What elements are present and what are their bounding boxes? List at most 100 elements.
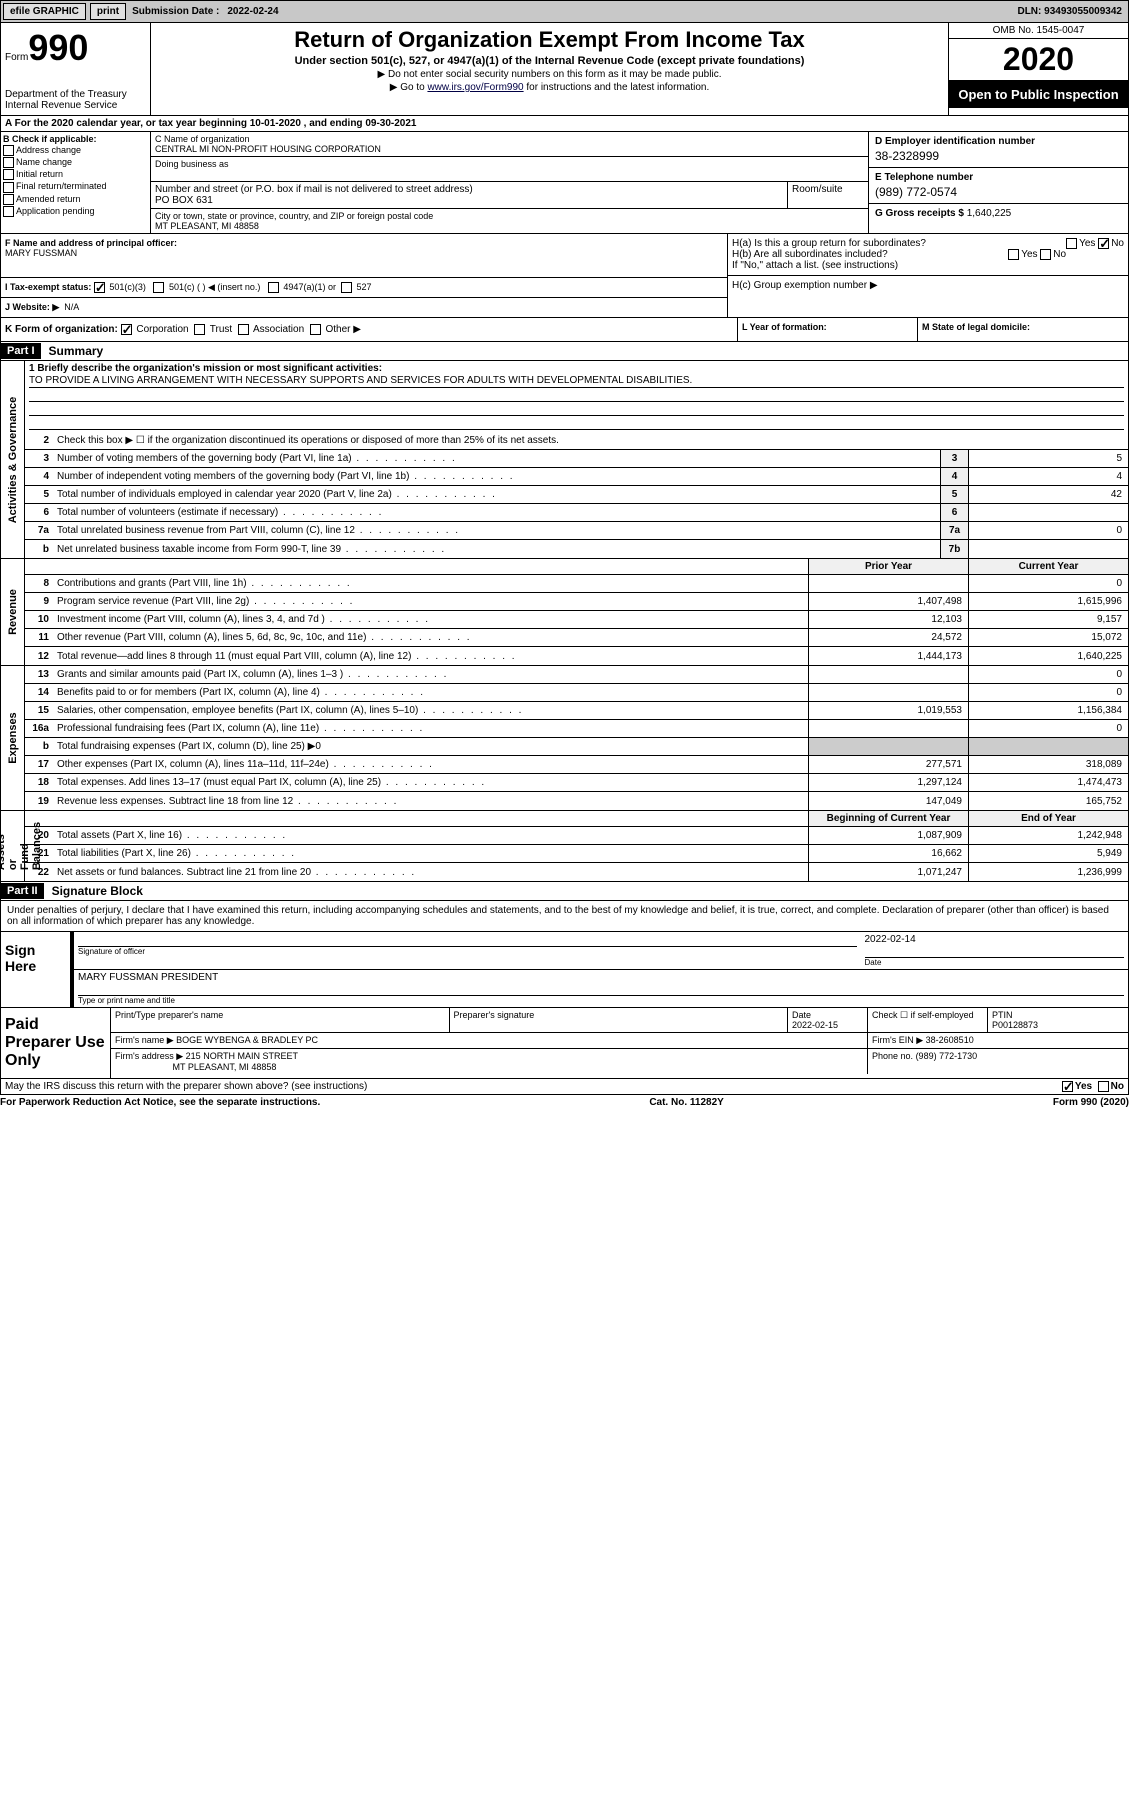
part-2-header-row: Part II Signature Block	[0, 882, 1129, 901]
hb-no[interactable]	[1040, 249, 1051, 260]
sign-here-label: Sign Here	[1, 932, 71, 1007]
side-label-expenses: Expenses	[7, 713, 19, 764]
note2-pre: ▶ Go to	[390, 82, 428, 93]
phone-label: E Telephone number	[875, 172, 973, 183]
tax-year: 2020	[949, 39, 1128, 81]
firm-phone-label: Phone no.	[872, 1051, 913, 1061]
year-formation: L Year of formation:	[738, 318, 918, 341]
opt-4947: 4947(a)(1) or	[283, 282, 336, 292]
principal-officer-block: F Name and address of principal officer:…	[0, 234, 1129, 318]
discuss-yes[interactable]	[1062, 1081, 1073, 1092]
side-label-governance: Activities & Governance	[7, 396, 19, 523]
h-b-note: If "No," attach a list. (see instruction…	[732, 260, 898, 271]
form-number: 990	[28, 27, 88, 68]
footer-catno: Cat. No. 11282Y	[649, 1097, 723, 1108]
check-amended-return[interactable]: Amended return	[3, 194, 148, 205]
firm-name: BOGE WYBENGA & BRADLEY PC	[176, 1035, 318, 1045]
col-prior-year: Prior Year	[808, 559, 968, 574]
page-footer: For Paperwork Reduction Act Notice, see …	[0, 1095, 1129, 1110]
paid-preparer-label: Paid Preparer Use Only	[1, 1008, 111, 1078]
firm-addr-label: Firm's address ▶	[115, 1051, 183, 1061]
form-header: Form990 Department of the Treasury Inter…	[0, 23, 1129, 116]
discuss-no[interactable]	[1098, 1081, 1109, 1092]
officer-name-title: MARY FUSSMAN PRESIDENT	[78, 972, 1124, 983]
check-application-pending[interactable]: Application pending	[3, 206, 148, 217]
efile-graphic-button[interactable]: efile GRAPHIC	[3, 3, 86, 20]
room-suite-label: Room/suite	[788, 182, 868, 208]
summary-line-9: 9Program service revenue (Part VIII, lin…	[25, 593, 1128, 611]
part-2-title: Signature Block	[44, 882, 151, 900]
check-final-return[interactable]: Final return/terminated	[3, 181, 148, 192]
line-2-text: Check this box ▶ ☐ if the organization d…	[53, 433, 1128, 448]
summary-line-21: 21Total liabilities (Part X, line 26)16,…	[25, 845, 1128, 863]
sig-date: 2022-02-14	[865, 934, 1125, 945]
check-corporation[interactable]	[121, 324, 132, 335]
discuss-row: May the IRS discuss this return with the…	[0, 1079, 1129, 1095]
sig-officer-label: Signature of officer	[78, 946, 857, 956]
summary-line-13: 13Grants and similar amounts paid (Part …	[25, 666, 1128, 684]
print-button[interactable]: print	[90, 3, 126, 20]
summary-line-10: 10Investment income (Part VIII, column (…	[25, 611, 1128, 629]
org-name-label: C Name of organization	[155, 134, 864, 144]
gross-receipts-label: G Gross receipts $	[875, 208, 964, 219]
check-501c[interactable]	[153, 282, 164, 293]
tax-year-line: A For the 2020 calendar year, or tax yea…	[0, 116, 1129, 132]
check-address-change[interactable]: Address change	[3, 145, 148, 156]
preparer-name-hdr: Print/Type preparer's name	[111, 1008, 450, 1032]
summary-line-b: bTotal fundraising expenses (Part IX, co…	[25, 738, 1128, 756]
opt-corp: Corporation	[136, 324, 188, 335]
dba-label: Doing business as	[155, 159, 864, 169]
ha-yes[interactable]	[1066, 238, 1077, 249]
opt-501c3: 501(c)(3)	[109, 282, 146, 292]
preparer-date-hdr: Date	[792, 1010, 811, 1020]
check-other[interactable]	[310, 324, 321, 335]
check-association[interactable]	[238, 324, 249, 335]
box-c: C Name of organization CENTRAL MI NON-PR…	[151, 132, 868, 233]
sig-date-label: Date	[865, 957, 1125, 967]
ein-label: D Employer identification number	[875, 136, 1035, 147]
tax-exempt-label: I Tax-exempt status:	[5, 282, 91, 292]
h-a-label: H(a) Is this a group return for subordin…	[732, 238, 926, 249]
preparer-self-employed[interactable]: Check ☐ if self-employed	[868, 1008, 988, 1032]
preparer-date: 2022-02-15	[792, 1020, 838, 1030]
check-527[interactable]	[341, 282, 352, 293]
check-name-change[interactable]: Name change	[3, 157, 148, 168]
form-note-1: ▶ Do not enter social security numbers o…	[155, 69, 944, 80]
street-address: PO BOX 631	[155, 195, 783, 206]
check-501c3[interactable]	[94, 282, 105, 293]
side-label-netassets: Net Assets or Fund Balances	[0, 822, 43, 870]
identity-block: B Check if applicable: Address change Na…	[0, 132, 1129, 234]
summary-line-22: 22Net assets or fund balances. Subtract …	[25, 863, 1128, 881]
check-initial-return[interactable]: Initial return	[3, 169, 148, 180]
firm-ein-label: Firm's EIN ▶	[872, 1035, 923, 1045]
summary-line-3: 3Number of voting members of the governi…	[25, 450, 1128, 468]
firm-ein: 38-2608510	[926, 1035, 974, 1045]
website-label: J Website: ▶	[5, 302, 59, 312]
col-end-year: End of Year	[968, 811, 1128, 826]
part-2-badge: Part II	[1, 883, 44, 899]
summary-line-17: 17Other expenses (Part IX, column (A), l…	[25, 756, 1128, 774]
box-b-label: B Check if applicable:	[3, 134, 97, 144]
top-toolbar: efile GRAPHIC print Submission Date : 20…	[0, 0, 1129, 23]
check-4947[interactable]	[268, 282, 279, 293]
col-current-year: Current Year	[968, 559, 1128, 574]
summary-line-12: 12Total revenue—add lines 8 through 11 (…	[25, 647, 1128, 665]
summary-line-15: 15Salaries, other compensation, employee…	[25, 702, 1128, 720]
form-title: Return of Organization Exempt From Incom…	[155, 27, 944, 53]
preparer-sig-hdr: Preparer's signature	[450, 1008, 789, 1032]
h-c-label: H(c) Group exemption number ▶	[732, 280, 878, 291]
paid-preparer-block: Paid Preparer Use Only Print/Type prepar…	[0, 1008, 1129, 1079]
dln: DLN: 93493055009342	[1011, 4, 1128, 19]
side-label-revenue: Revenue	[7, 589, 19, 635]
hb-yes[interactable]	[1008, 249, 1019, 260]
footer-formref: Form 990 (2020)	[1053, 1097, 1129, 1108]
omb-number: OMB No. 1545-0047	[949, 23, 1128, 39]
opt-assoc: Association	[253, 324, 304, 335]
signature-block: Under penalties of perjury, I declare th…	[0, 901, 1129, 1008]
form990-link[interactable]: www.irs.gov/Form990	[427, 82, 523, 93]
mission-text: TO PROVIDE A LIVING ARRANGEMENT WITH NEC…	[29, 374, 1124, 388]
ha-no[interactable]	[1098, 238, 1109, 249]
box-b: B Check if applicable: Address change Na…	[1, 132, 151, 233]
part-1-title: Summary	[41, 342, 112, 360]
check-trust[interactable]	[194, 324, 205, 335]
